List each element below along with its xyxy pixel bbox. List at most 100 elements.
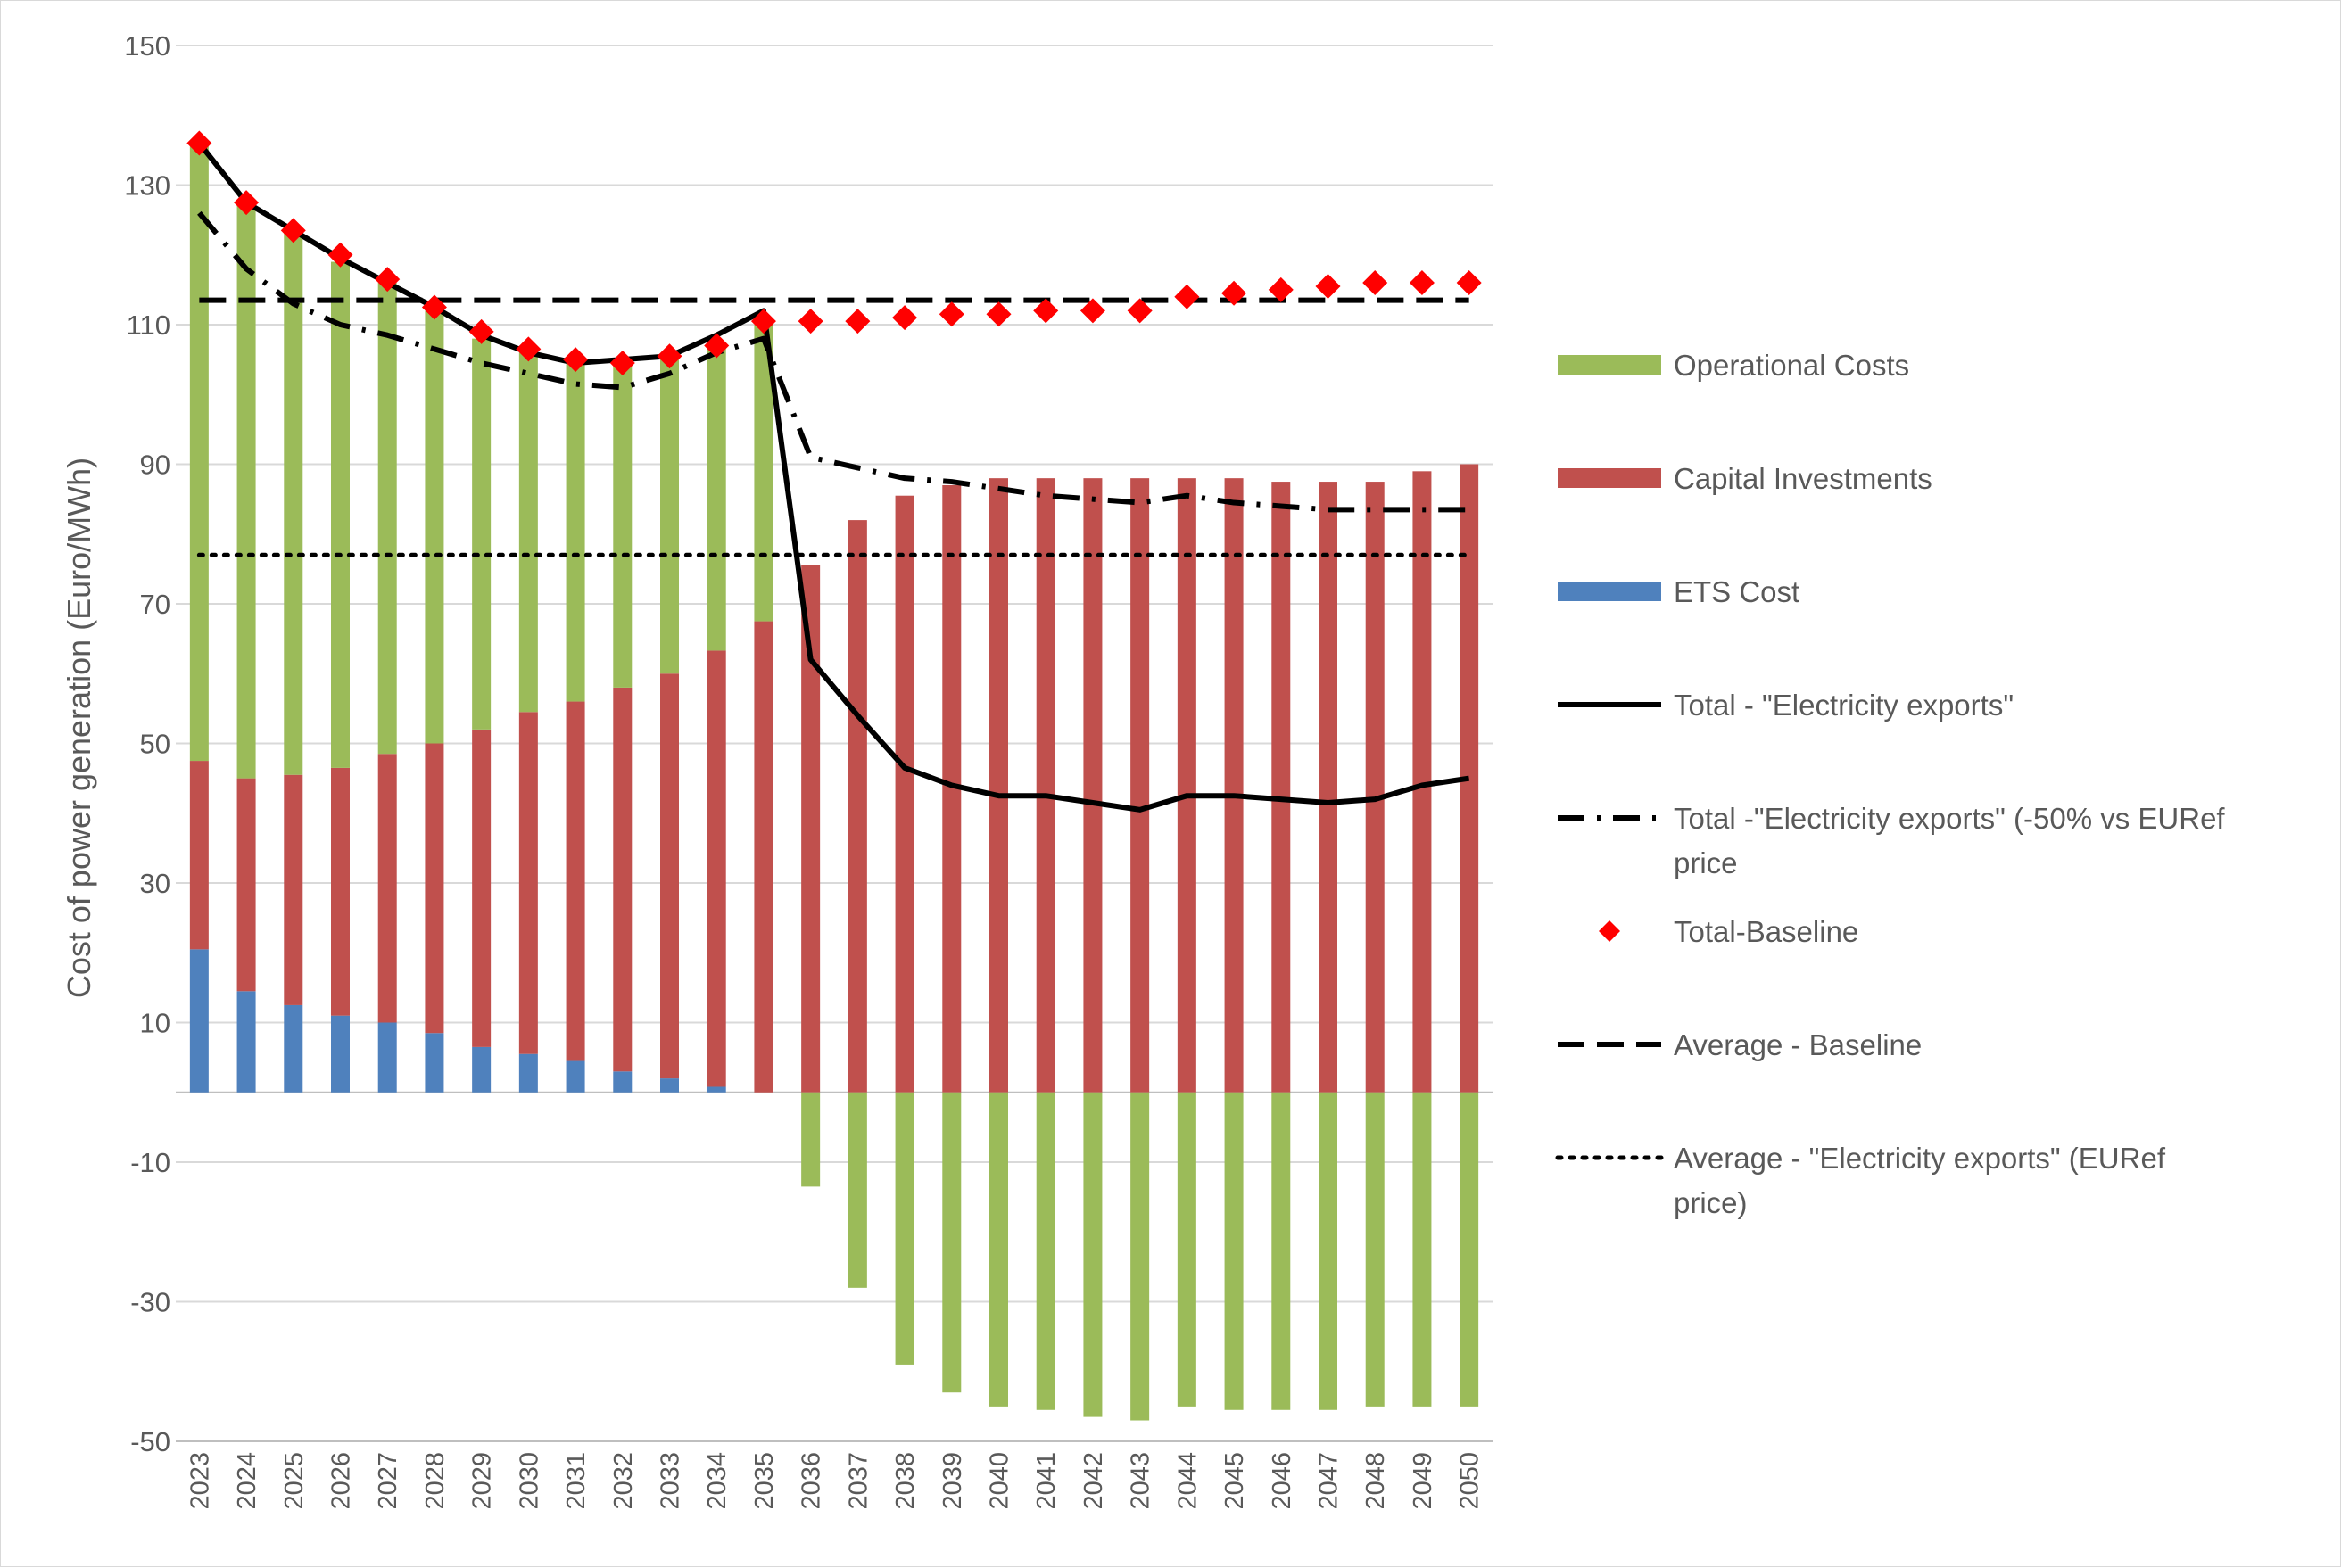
bar-capital-investments-2042 [1083, 478, 1103, 1093]
baseline-marker-2023 [186, 130, 212, 156]
bar-capital-investments-2025 [284, 774, 303, 1005]
x-tick-label: 2027 [374, 1452, 402, 1510]
x-tick-label: 2046 [1268, 1452, 1296, 1510]
x-tick-label: 2030 [515, 1452, 543, 1510]
baseline-marker-2033 [657, 343, 682, 369]
bar-operational-costs-2028 [425, 310, 444, 744]
legend-label: Total - "Electricity exports" [1674, 689, 2014, 722]
legend-label: Total-Baseline [1674, 915, 1858, 948]
baseline-marker-2028 [421, 294, 447, 320]
legend-label: Average - "Electricity exports" (EURef [1674, 1142, 2166, 1175]
gridlines [176, 45, 1493, 1442]
y-tick-label: -10 [130, 1147, 170, 1178]
bar-capital-investments-2036 [801, 565, 821, 1093]
y-tick-label: 10 [140, 1008, 170, 1039]
baseline-marker-2049 [1409, 270, 1435, 296]
bar-capital-investments-2027 [377, 754, 397, 1023]
x-tick-label: 2040 [986, 1452, 1014, 1510]
bar-capital-investments-2046 [1271, 482, 1291, 1093]
bar-capital-investments-2040 [989, 478, 1008, 1093]
legend-label: Capital Investments [1674, 462, 1932, 495]
bar-capital-investments-2048 [1365, 482, 1385, 1093]
legend-item: Total - "Electricity exports" [1558, 689, 2014, 722]
baseline-marker-2027 [375, 267, 401, 293]
baseline-marker-2032 [609, 351, 635, 376]
bar-operational-costs-2032 [613, 359, 633, 688]
bar-ets-cost-2024 [236, 991, 256, 1093]
baseline-marker-2043 [1127, 298, 1153, 324]
bar-operational-costs-2023 [189, 143, 209, 762]
bar-capital-investments-2049 [1412, 471, 1432, 1093]
baseline-marker-2042 [1080, 298, 1105, 324]
bar-operational-costs-2035 [754, 325, 773, 622]
legend-label-line2: price) [1674, 1186, 1748, 1219]
bar-operational-costs-2027 [377, 283, 397, 755]
bar-operational-costs-2043 [1130, 1092, 1150, 1421]
baseline-marker-2034 [704, 333, 730, 359]
bar-operational-costs-2041 [1036, 1092, 1055, 1410]
bar-ets-cost-2027 [377, 1022, 397, 1093]
legend-label: Operational Costs [1674, 349, 1909, 382]
line-total-electricity-exports-50-vs-euref-price [197, 210, 1469, 513]
bar-ets-cost-2028 [425, 1033, 444, 1093]
x-tick-label: 2045 [1220, 1452, 1249, 1510]
bar-ets-cost-2026 [331, 1015, 350, 1093]
bar-ets-cost-2029 [472, 1046, 492, 1093]
x-axis-ticks: 2023 2024 2025 2026 2027 2028 2029 2030 2031 2032… [186, 1452, 1484, 1510]
y-tick-label: 70 [140, 589, 170, 620]
bar-operational-costs-2034 [707, 347, 726, 651]
bar-capital-investments-2038 [895, 495, 914, 1093]
legend-symbol [1558, 468, 1661, 488]
x-tick-label: 2049 [1409, 1452, 1437, 1510]
series-lines [196, 141, 1472, 813]
x-tick-label: 2050 [1456, 1452, 1485, 1510]
bar-capital-investments-2024 [236, 778, 256, 992]
bar-capital-investments-2044 [1177, 478, 1196, 1093]
bar-ets-cost-2034 [707, 1086, 726, 1093]
x-tick-label: 2031 [562, 1452, 591, 1510]
y-tick-label: 30 [140, 868, 170, 899]
x-tick-label: 2024 [233, 1452, 261, 1510]
bar-operational-costs-2038 [895, 1092, 914, 1365]
legend-item: Average - Baseline [1558, 1028, 1922, 1061]
baseline-marker-2026 [327, 242, 353, 268]
bar-capital-investments-2041 [1036, 478, 1055, 1093]
bar-operational-costs-2047 [1319, 1092, 1337, 1410]
x-tick-label: 2039 [939, 1452, 967, 1510]
bar-capital-investments-2047 [1319, 482, 1337, 1093]
y-tick-label: 110 [127, 309, 170, 341]
baseline-marker-2040 [986, 301, 1012, 327]
y-tick-label: 130 [124, 170, 170, 202]
baseline-marker-2025 [280, 218, 306, 243]
bar-operational-costs-2033 [660, 356, 679, 674]
baseline-marker-2036 [798, 309, 823, 334]
legend-label: Average - Baseline [1674, 1028, 1922, 1061]
bar-capital-investments-2033 [660, 673, 679, 1079]
x-tick-label: 2042 [1080, 1452, 1108, 1510]
baseline-marker-2030 [516, 336, 542, 362]
bar-capital-investments-2028 [425, 743, 444, 1034]
bar-operational-costs-2036 [801, 1092, 821, 1187]
legend-item: Operational Costs [1558, 349, 1909, 382]
bar-ets-cost-2030 [518, 1053, 538, 1093]
legend-symbol [1558, 582, 1661, 601]
x-tick-label: 2029 [468, 1452, 497, 1510]
bar-ets-cost-2025 [284, 1004, 303, 1093]
baseline-marker-2029 [468, 318, 494, 344]
bar-capital-investments-2023 [189, 761, 209, 950]
baseline-marker-2024 [234, 190, 260, 216]
bar-capital-investments-2045 [1224, 478, 1244, 1093]
bar-operational-costs-2050 [1460, 1092, 1479, 1407]
baseline-marker-2041 [1033, 298, 1059, 324]
bar-capital-investments-2032 [613, 687, 633, 1072]
baseline-marker-2044 [1174, 284, 1200, 309]
legend-item: Total-Baseline [1599, 915, 1858, 948]
bar-operational-costs-2031 [566, 359, 585, 702]
bar-operational-costs-2026 [331, 261, 350, 768]
x-tick-label: 2033 [657, 1452, 685, 1510]
x-tick-label: 2048 [1361, 1452, 1390, 1510]
y-tick-label: -50 [130, 1426, 170, 1457]
bar-capital-investments-2030 [518, 712, 538, 1054]
bar-operational-costs-2046 [1271, 1092, 1291, 1410]
